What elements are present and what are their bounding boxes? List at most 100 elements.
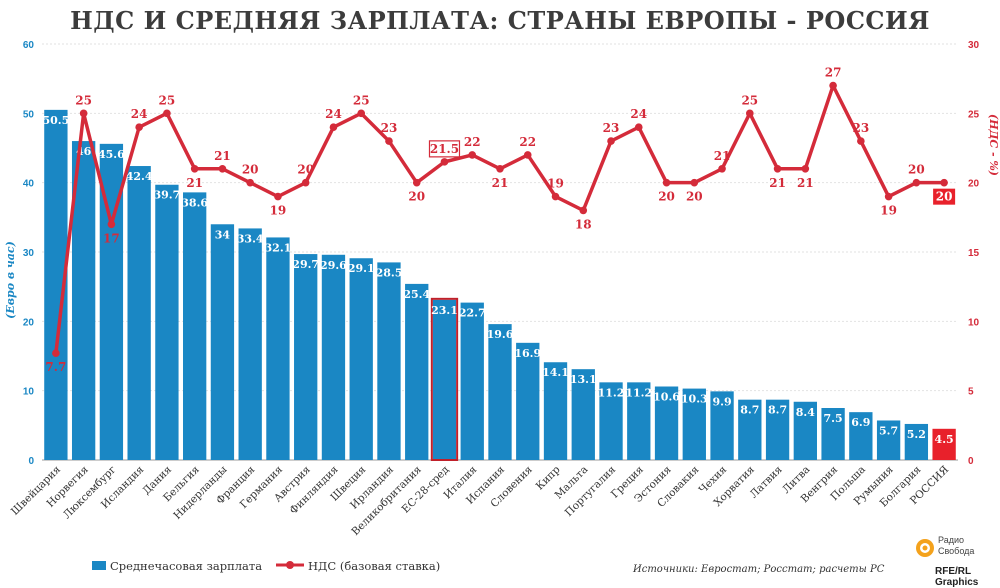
bar-value-label: 11.2 — [625, 386, 652, 399]
vat-value-label: 17 — [103, 231, 120, 245]
right-axis: 0 5 10 15 20 25 30 (НДС - %) — [968, 40, 1000, 467]
bar — [99, 143, 124, 460]
right-tick-label: 25 — [968, 109, 980, 120]
vat-value-label: 21 — [769, 176, 786, 190]
bar-value-label: 7.5 — [824, 412, 843, 425]
left-tick-label: 60 — [23, 40, 35, 51]
vat-point — [662, 178, 671, 187]
bar — [321, 254, 346, 460]
bar-value-label: 50.5 — [42, 114, 69, 127]
vat-point — [746, 109, 754, 118]
bar-value-label: 29.7 — [292, 258, 319, 271]
vat-value-label: 21 — [714, 149, 731, 163]
vat-point — [718, 165, 726, 173]
vat-point — [79, 109, 88, 118]
bar-value-label: 8.4 — [796, 406, 815, 419]
vat-label-box — [933, 188, 956, 205]
bar — [932, 428, 956, 460]
bar-value-label: 22.7 — [459, 307, 486, 320]
bar — [432, 299, 457, 460]
bar — [377, 262, 401, 460]
vat-point — [773, 165, 782, 173]
vat-label-box — [428, 140, 461, 158]
vat-value-label: 20 — [658, 190, 675, 204]
bar-value-label: 38.6 — [181, 196, 208, 209]
bar — [793, 401, 817, 460]
vat-point — [607, 137, 615, 145]
bar-value-label: 32.1 — [265, 241, 292, 254]
bar — [460, 302, 484, 460]
vat-point — [163, 109, 171, 118]
vat-point — [329, 123, 338, 131]
vat-value-label: 7.7 — [45, 360, 66, 374]
bar-value-label: 25.4 — [403, 288, 430, 301]
bar-value-label: 33.4 — [237, 232, 264, 245]
vat-value-label: 20 — [408, 190, 425, 204]
right-tick-label: 5 — [968, 387, 974, 398]
bar — [349, 258, 373, 460]
vat-point — [496, 165, 504, 173]
bar-value-label: 28.5 — [376, 266, 403, 279]
vat-value-label: 21 — [186, 176, 203, 190]
vat-point — [468, 151, 477, 159]
bar — [71, 141, 96, 461]
vat-point — [634, 123, 643, 131]
vat-point — [857, 137, 865, 145]
vat-point — [551, 192, 560, 201]
bar-value-label: 8.7 — [768, 404, 787, 417]
vat-value-label: 25 — [159, 93, 176, 107]
vat-value-label: 20 — [686, 190, 703, 204]
vat-value-label: 23 — [852, 121, 869, 135]
legend-line-label: НДС (базовая ставка) — [308, 559, 440, 573]
source-note: Источники: Евростат; Росстат; расчеты РС — [633, 564, 885, 575]
bar — [516, 342, 540, 460]
vat-value-label: 19 — [547, 177, 564, 191]
bar — [266, 237, 290, 460]
vat-point — [135, 123, 143, 131]
bar-highlight-outline — [430, 297, 459, 461]
bar — [682, 388, 706, 460]
vat-point — [52, 349, 60, 358]
vat-value-label: 20 — [242, 163, 259, 177]
chart-title: НДС И СРЕДНЯЯ ЗАРПЛАТА: СТРАНЫ ЕВРОПЫ - … — [70, 6, 930, 35]
bar — [627, 382, 651, 460]
vat-value-label: 19 — [880, 204, 897, 218]
vat-value-label: 21 — [214, 149, 231, 163]
bar-value-label: 34 — [215, 228, 231, 241]
vat-point — [829, 81, 837, 90]
vat-point — [523, 151, 532, 159]
vat-point — [274, 192, 282, 201]
vat-value-label: 24 — [630, 107, 647, 121]
right-tick-label: 15 — [968, 248, 980, 259]
bar-value-label: 10.6 — [653, 391, 680, 404]
vat-value-label: 24 — [131, 107, 148, 121]
vat-point — [218, 165, 227, 173]
bar — [571, 369, 595, 460]
vat-value-label: 25 — [353, 93, 370, 107]
bar — [849, 412, 873, 460]
bar-value-label: 39.7 — [154, 189, 181, 202]
vat-point — [440, 158, 449, 166]
vat-value-label: 21.5 — [430, 142, 459, 156]
bar-value-label: 4.5 — [935, 433, 954, 446]
bar — [876, 420, 901, 460]
vat-point — [690, 178, 699, 187]
bar — [405, 283, 429, 460]
right-tick-label: 20 — [968, 179, 980, 190]
bar-value-label: 29.6 — [320, 259, 347, 272]
vat-point — [912, 178, 921, 187]
vat-value-label: 25 — [741, 93, 758, 107]
credit: RFE/RL Graphics — [935, 566, 979, 588]
left-axis-title: (Евро в час) — [4, 241, 17, 319]
left-axis: 0 10 20 30 40 50 60 (Евро в час) — [4, 40, 34, 467]
bar-value-label: 19.6 — [487, 328, 514, 341]
vat-value-label: 22 — [464, 135, 481, 149]
bar-labels: 50.546 45.642.439.738.634 33.432.129.7 29.6… — [42, 114, 953, 446]
vat-point — [412, 178, 421, 187]
bar — [127, 166, 151, 460]
right-tick-label: 0 — [968, 456, 974, 467]
bar — [904, 423, 929, 460]
vat-point — [246, 178, 254, 187]
vat-point — [301, 178, 310, 187]
vat-value-label: 19 — [270, 204, 287, 218]
